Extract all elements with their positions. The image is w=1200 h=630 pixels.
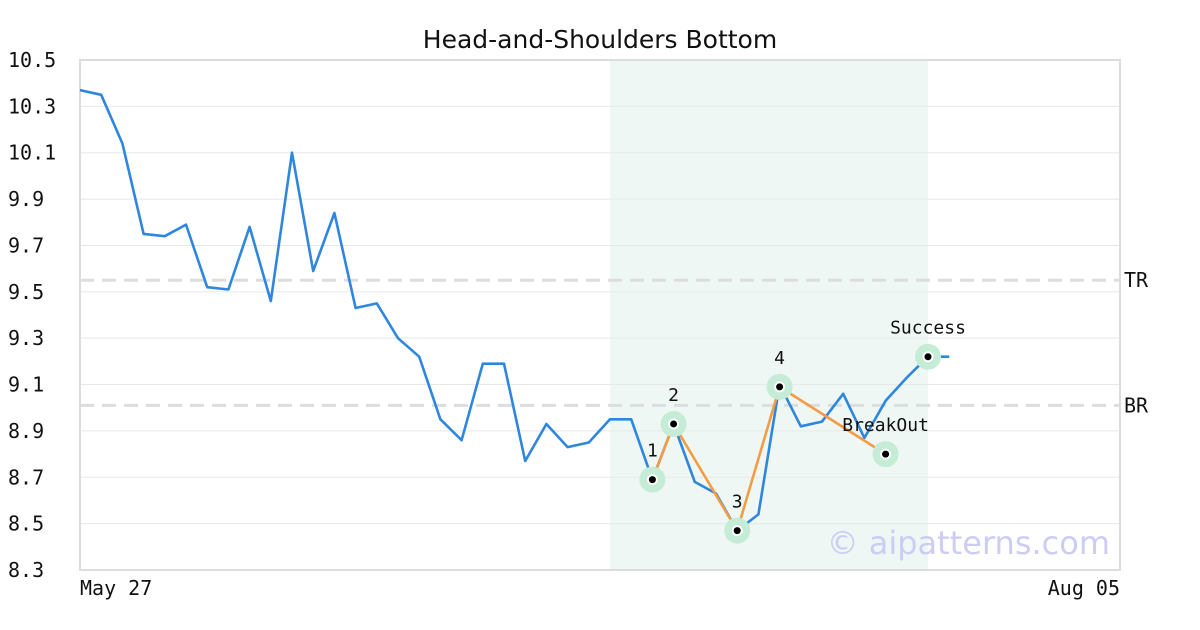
pattern-point-label: BreakOut bbox=[842, 415, 929, 436]
y-tick-label: 10.3 bbox=[8, 94, 56, 118]
pattern-point-label: 2 bbox=[668, 385, 679, 406]
reference-line-label: TR bbox=[1124, 268, 1149, 292]
y-tick-label: 9.1 bbox=[8, 373, 44, 397]
watermark: © aipatterns.com bbox=[827, 524, 1110, 562]
plot-frame bbox=[79, 59, 1121, 571]
y-tick-label: 8.3 bbox=[8, 558, 44, 582]
pattern-point bbox=[733, 527, 741, 535]
y-tick-label: 9.9 bbox=[8, 187, 44, 211]
pattern-point bbox=[648, 476, 656, 484]
pattern-point-label: 4 bbox=[774, 348, 785, 369]
pattern-point-label: 1 bbox=[647, 441, 658, 462]
y-tick-label: 8.9 bbox=[8, 419, 44, 443]
y-tick-label: 8.5 bbox=[8, 512, 44, 536]
y-tick-label: 9.5 bbox=[8, 280, 44, 304]
pattern-point bbox=[924, 353, 932, 361]
pattern-point-label: Success bbox=[890, 318, 966, 339]
pattern-point bbox=[776, 383, 784, 391]
pattern-point bbox=[670, 420, 678, 428]
y-tick-label: 9.3 bbox=[8, 326, 44, 350]
y-tick-label: 8.7 bbox=[8, 465, 44, 489]
y-tick-label: 9.7 bbox=[8, 233, 44, 257]
price-series-line bbox=[79, 88, 950, 532]
reference-line-label: BR bbox=[1124, 393, 1149, 417]
pattern-point-label: 3 bbox=[732, 492, 743, 513]
x-tick-label: May 27 bbox=[80, 576, 152, 600]
x-tick-label: Aug 05 bbox=[1048, 576, 1120, 600]
chart-title: Head-and-Shoulders Bottom bbox=[423, 25, 777, 54]
y-tick-label: 10.5 bbox=[8, 48, 56, 72]
pattern-point bbox=[882, 450, 890, 458]
pattern-region bbox=[610, 60, 928, 570]
y-tick-label: 10.1 bbox=[8, 141, 56, 165]
